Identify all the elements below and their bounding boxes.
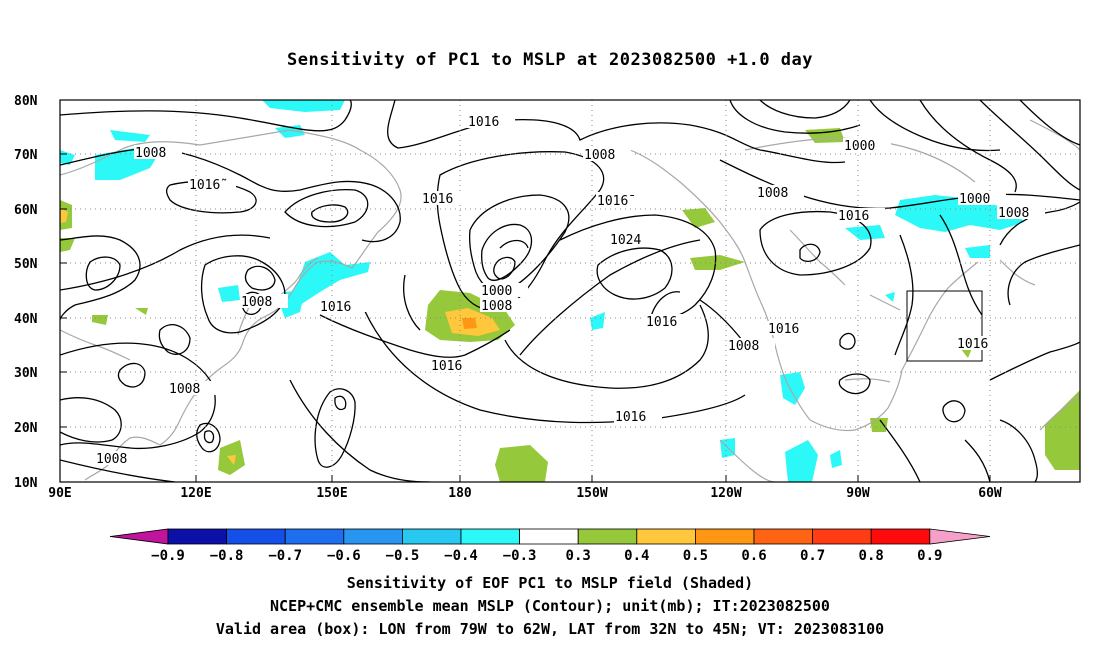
contour-label: 1024 [610,233,641,248]
colorbar-swatch [460,528,520,545]
colorbar-label: 0.3 [566,548,591,564]
contour-label: 1016̄ [597,194,634,209]
colorbar-label: 0.5 [683,548,708,564]
contour-label: 1016 [320,300,351,315]
axis-ticks [59,99,991,483]
colorbar-swatch [226,528,286,545]
lon-label: 90W [846,486,870,501]
colorbar-swatch [519,528,579,545]
contour-label: 1008 [998,206,1029,221]
contour-labels: 1016 1008 1016̃ 1008 1016 1000 1008 1016… [95,114,1045,467]
lon-label: 60W [978,486,1002,501]
valid-area-box [906,290,983,362]
lon-label: 120E [180,486,211,501]
mslp-contours [60,100,1080,482]
colorbar-label: −0.6 [327,548,361,564]
plot-frame [59,99,1081,483]
contour-label: 1016 [646,315,677,330]
latitude-labels: 80N 70N 60N 50N 40N 30N 20N 10N [14,94,38,491]
gridlines [60,100,1080,482]
colorbar-swatch [343,528,403,545]
positive-sensitivity-shading [60,128,1080,482]
colorbar-right-arrow [929,528,991,545]
contour-label: 1008 [96,452,127,467]
colorbar-label: −0.9 [151,548,185,564]
lon-label: 150E [316,486,347,501]
map-title: Sensitivity of PC1 to MSLP at 2023082500… [286,50,813,70]
contour-label: 1016 [422,192,453,207]
caption-contour: NCEP+CMC ensemble mean MSLP (Contour); u… [270,597,830,615]
lat-label: 60N [14,203,38,218]
coastlines [60,119,1080,482]
colorbar-left-arrow [109,528,169,545]
contour-label: 1016 [431,359,462,374]
colorbar: −0.9 −0.8 −0.7 −0.6 −0.5 −0.4 −0.3 0.3 0.4 0.5 0.6… [109,528,991,564]
lat-label: 20N [14,421,38,436]
lat-label: 10N [14,476,38,491]
colorbar-swatch [636,528,696,545]
colorbar-label: 0.7 [800,548,825,564]
contour-label: 1008 [241,295,272,310]
contour-label: 1008 [757,186,788,201]
lon-label: 150W [576,486,607,501]
lat-label: 80N [14,94,38,109]
colorbar-swatch [167,528,227,545]
caption-shading: Sensitivity of EOF PC1 to MSLP field (Sh… [346,574,754,592]
contour-label: 1008 [135,146,166,161]
contour-label: 1016 [957,337,988,352]
contour-label: 1016 [468,115,499,130]
colorbar-label: 0.6 [741,548,766,564]
colorbar-swatch [577,528,638,545]
caption-valid-area: Valid area (box): LON from 79W to 62W, L… [215,620,885,638]
contour-label: 1000 [481,284,512,299]
longitude-labels: 90E 120E 150E 180 150W 120W 90W 60W [48,486,1002,501]
colorbar-swatch [753,528,813,545]
lat-label: 70N [14,148,38,163]
colorbar-label: 0.4 [624,548,649,564]
colorbar-label: −0.3 [503,548,537,564]
colorbar-swatch [695,528,755,545]
colorbar-label: 0.9 [917,548,942,564]
contour-label: 1016̃ [189,178,226,193]
colorbar-swatch [812,528,872,545]
contour-label: 1000 [959,192,990,207]
colorbar-swatch [870,528,931,545]
lat-label: 40N [14,312,38,327]
lat-label: 50N [14,257,38,272]
lon-label: 180 [448,486,472,501]
colorbar-swatch [284,528,345,545]
contour-label: 1016 [768,322,799,337]
contour-label: 1016 [615,410,646,425]
lon-label: 120W [710,486,741,501]
contour-label: 1008 [584,148,615,163]
contour-label: 1008 [169,382,200,397]
contour-label: 1008 [728,339,759,354]
contour-label: 1016 [838,209,869,224]
colorbar-swatch [401,528,462,545]
colorbar-label: −0.8 [210,548,244,564]
lon-label: 90E [48,486,71,501]
colorbar-label: −0.7 [268,548,302,564]
contour-label: 1008 [481,299,512,314]
lat-label: 30N [14,366,38,381]
colorbar-label: −0.5 [386,548,420,564]
contour-label: 1000 [844,139,875,154]
colorbar-label: 0.8 [859,548,884,564]
colorbar-label: −0.4 [444,548,478,564]
